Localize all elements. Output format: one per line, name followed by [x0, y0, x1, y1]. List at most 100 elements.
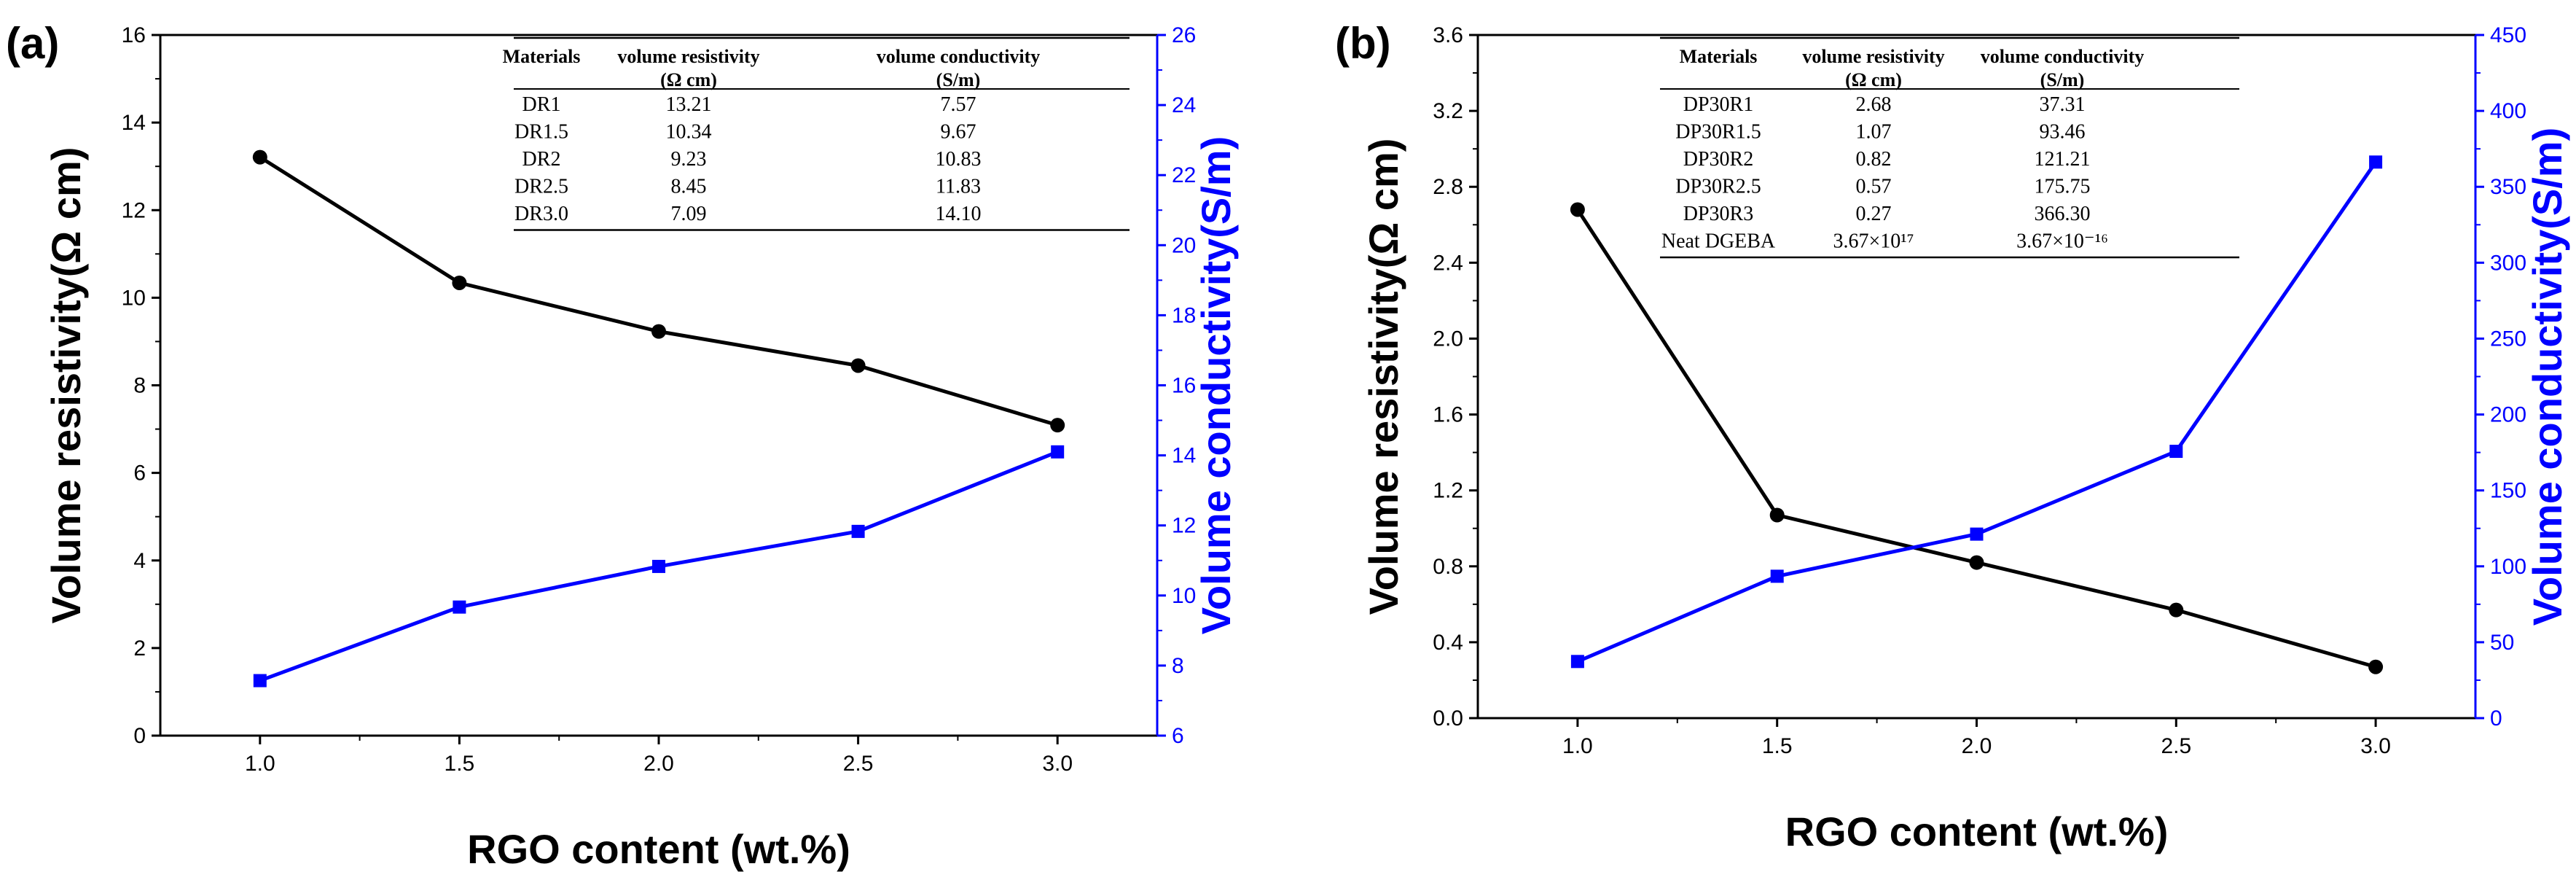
- table-header-cell: (S/m): [936, 69, 981, 90]
- y-right-tick-label: 400: [2490, 99, 2526, 123]
- y-left-tick-label: 2: [133, 636, 146, 661]
- y-right-tick-label: 18: [1172, 303, 1196, 327]
- data-point-conductivity: [1051, 445, 1065, 459]
- table-cell: 366.30: [2035, 203, 2091, 225]
- y-right-tick-label: 26: [1172, 23, 1196, 47]
- data-point-resistivity: [2368, 659, 2384, 674]
- table-cell: 9.67: [941, 121, 976, 144]
- table-cell: DP30R1.5: [1675, 121, 1761, 144]
- y-left-tick-label: 14: [122, 111, 146, 135]
- data-point-resistivity: [1050, 418, 1065, 433]
- table-header-cell: Materials: [503, 46, 581, 67]
- y-right-tick-label: 50: [2490, 631, 2514, 655]
- x-tick-label: 2.0: [643, 752, 674, 776]
- table-cell: DP30R2.5: [1675, 176, 1761, 198]
- y-right-tick-label: 24: [1172, 93, 1196, 117]
- x-tick-label: 2.5: [843, 752, 874, 776]
- series-line-resistivity: [1575, 209, 2376, 669]
- x-tick-label: 3.0: [1042, 752, 1073, 776]
- panel-label: (b): [1335, 19, 1391, 68]
- y-left-axis-title: Volume resistivity(Ω cm): [43, 147, 89, 624]
- table-cell: 14.10: [936, 203, 982, 225]
- data-point-conductivity: [652, 559, 665, 573]
- table-cell: DP30R3: [1683, 203, 1753, 225]
- y-left-tick-label: 3.6: [1433, 23, 1463, 47]
- y-right-tick-label: 14: [1172, 444, 1196, 468]
- x-tick-label: 1.5: [445, 752, 475, 776]
- y-right-tick-label: 250: [2490, 327, 2526, 351]
- data-point-conductivity: [253, 674, 267, 688]
- y-right-tick-label: 8: [1172, 654, 1184, 678]
- y-left-tick-label: 6: [133, 461, 146, 486]
- data-point-resistivity: [1969, 555, 1984, 570]
- panel-label: (a): [6, 19, 59, 68]
- data-point-resistivity: [2169, 602, 2184, 618]
- y-left-tick-label: 2.0: [1433, 327, 1463, 351]
- y-right-tick-label: 200: [2490, 403, 2526, 427]
- table-cell: 8.45: [671, 176, 707, 198]
- data-point-conductivity: [1770, 569, 1784, 583]
- y-left-tick-label: 1.6: [1433, 403, 1463, 427]
- data-point-resistivity: [651, 324, 666, 339]
- table-header-cell: volume resistivity: [617, 46, 759, 67]
- y-left-tick-label: 1.2: [1433, 479, 1463, 503]
- data-point-conductivity: [2369, 155, 2383, 169]
- y-left-tick-label: 2.8: [1433, 175, 1463, 199]
- y-right-tick-label: 300: [2490, 251, 2526, 275]
- table-cell: DR2.5: [514, 176, 568, 198]
- y-right-tick-label: 16: [1172, 374, 1196, 398]
- table-header-cell: volume conductivity: [877, 46, 1041, 67]
- table-cell: 175.75: [2035, 176, 2091, 198]
- x-axis-title: RGO content (wt.%): [1785, 809, 2169, 854]
- y-right-tick-label: 6: [1172, 724, 1184, 748]
- table-cell: 93.46: [2040, 121, 2086, 144]
- table-header-cell: (Ω cm): [660, 69, 717, 90]
- data-point-resistivity: [452, 275, 467, 290]
- table-header-cell: volume conductivity: [1981, 46, 2145, 67]
- x-tick-label: 3.0: [2360, 734, 2391, 758]
- y-left-tick-label: 8: [133, 374, 146, 398]
- table-cell: 2.68: [1856, 93, 1892, 116]
- table-cell: 37.31: [2040, 93, 2086, 116]
- y-right-tick-label: 350: [2490, 175, 2526, 199]
- y-left-axis-title: Volume resistivity(Ω cm): [1361, 139, 1406, 615]
- y-right-tick-label: 150: [2490, 479, 2526, 503]
- table-cell: 3.67×10¹⁷: [1833, 230, 1914, 253]
- table-cell: 0.57: [1856, 176, 1892, 198]
- table-header-cell: (S/m): [2040, 69, 2085, 90]
- y-right-tick-label: 100: [2490, 555, 2526, 579]
- data-point-conductivity: [453, 600, 466, 614]
- table-cell: 9.23: [671, 148, 707, 171]
- x-tick-label: 1.0: [245, 752, 275, 776]
- data-table: Materials volume resistivity(Ω cm) volume …: [1660, 36, 2239, 259]
- y-left-tick-label: 16: [122, 23, 146, 47]
- table-cell: DP30R1: [1683, 93, 1753, 116]
- y-left-tick-label: 12: [122, 198, 146, 222]
- y-left-tick-label: 0: [133, 724, 146, 748]
- table-cell: DP30R2: [1683, 148, 1753, 171]
- table-cell: DR1.5: [514, 121, 568, 144]
- y-right-tick-label: 0: [2490, 706, 2502, 731]
- table-cell: 10.83: [936, 148, 982, 171]
- data-point-resistivity: [252, 149, 267, 165]
- table-cell: Neat DGEBA: [1661, 230, 1776, 253]
- table-header-cell: (Ω cm): [1845, 69, 1902, 90]
- table-cell: DR3.0: [514, 203, 568, 225]
- plot-frame: [1476, 34, 2477, 720]
- x-tick-label: 2.5: [2161, 734, 2191, 758]
- table-cell: 13.21: [666, 93, 712, 116]
- y-right-tick-label: 450: [2490, 23, 2526, 47]
- table-cell: DR2: [522, 148, 561, 171]
- y-left-tick-label: 2.4: [1433, 251, 1463, 275]
- plot-frame: [159, 34, 1159, 737]
- data-point-conductivity: [1570, 655, 1584, 669]
- table-cell: 7.09: [671, 203, 707, 225]
- table-cell: 7.57: [941, 93, 976, 116]
- table-cell: 11.83: [936, 176, 981, 198]
- table-cell: 0.82: [1856, 148, 1892, 171]
- x-tick-label: 2.0: [1962, 734, 1992, 758]
- x-axis-title: RGO content (wt.%): [467, 826, 850, 872]
- table-cell: 121.21: [2035, 148, 2091, 171]
